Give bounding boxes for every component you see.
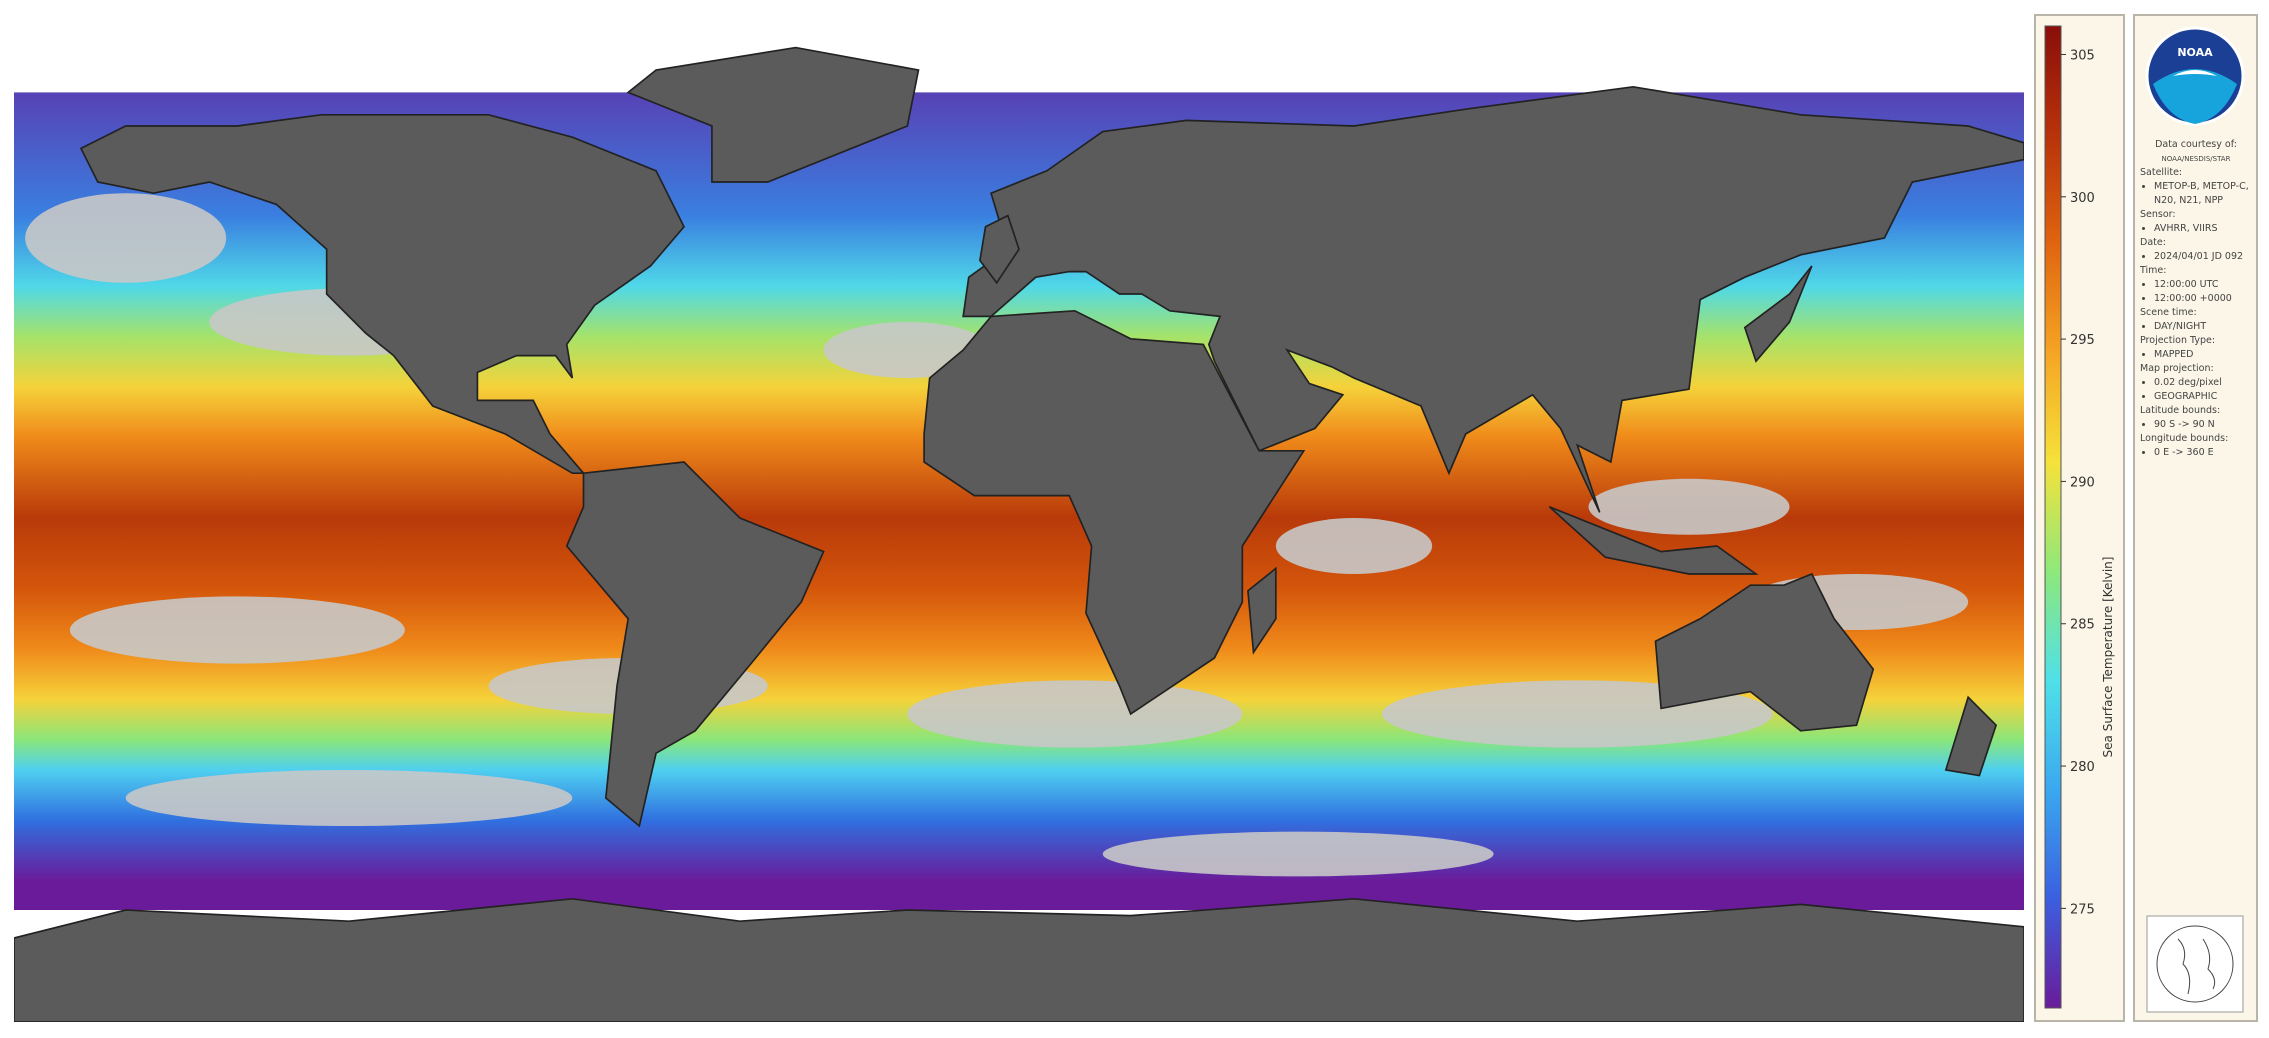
- colorbar-scale: [2044, 25, 2062, 1009]
- info-text: Data courtesy of: NOAA/NESDIS/STAR Satelli…: [2140, 138, 2252, 460]
- field-item: AVHRR, VIIRS: [2154, 222, 2252, 236]
- field-item: 0 E -> 360 E: [2154, 446, 2252, 460]
- field-items: 0 E -> 360 E: [2140, 446, 2252, 460]
- field-label: Scene time:: [2140, 307, 2197, 318]
- logo-area: NOAA: [2145, 26, 2245, 1013]
- field-items: 2024/04/01 JD 092: [2140, 250, 2252, 264]
- colorbar-tick-label: 275: [2070, 902, 2095, 917]
- field-items: 12:00:00 UTC12:00:00 +0000: [2140, 278, 2252, 306]
- field-label: Longitude bounds:: [2140, 433, 2229, 444]
- field-items: AVHRR, VIIRS: [2140, 222, 2252, 236]
- field-label: Latitude bounds:: [2140, 405, 2221, 416]
- field-label: Projection Type:: [2140, 335, 2216, 346]
- field-label: Date:: [2140, 237, 2166, 248]
- globe-icon-frame: [2146, 915, 2244, 1013]
- field-item: MAPPED: [2154, 348, 2252, 362]
- field-item: 12:00:00 UTC: [2154, 278, 2252, 292]
- colorbar: Sea Surface Temperature [Kelvin] 275 280 2…: [2044, 25, 2115, 1009]
- field-item: DAY/NIGHT: [2154, 320, 2252, 334]
- sst-map: [14, 14, 2024, 1022]
- field-item: 0.02 deg/pixel: [2154, 376, 2252, 390]
- field-item: 2024/04/01 JD 092: [2154, 250, 2252, 264]
- field-label: Satellite:: [2140, 167, 2183, 178]
- colorbar-tick-label: 305: [2070, 48, 2095, 63]
- field-items: 0.02 deg/pixelGEOGRAPHIC: [2140, 376, 2252, 404]
- field-item: 90 S -> 90 N: [2154, 418, 2252, 432]
- field-label: Sensor:: [2140, 209, 2176, 220]
- field-items: MAPPED: [2140, 348, 2252, 362]
- colorbar-tick-label: 300: [2070, 191, 2095, 206]
- field-label: Map projection:: [2140, 363, 2214, 374]
- colorbar-tick-label: 285: [2070, 618, 2095, 633]
- logo-text: NOAA: [2177, 46, 2213, 59]
- field-item: METOP-B, METOP-C, N20, N21, NPP: [2154, 180, 2252, 208]
- logo-gull: [2173, 70, 2217, 76]
- logo-wave: [2153, 69, 2237, 124]
- colorbar-label: Sea Surface Temperature [Kelvin]: [2101, 557, 2115, 758]
- info-panel: [2133, 14, 2258, 1022]
- field-items: 90 S -> 90 N: [2140, 418, 2252, 432]
- colorbar-tick-label: 280: [2070, 760, 2095, 775]
- colorbar-tick-label: 290: [2070, 475, 2095, 490]
- field-item: GEOGRAPHIC: [2154, 390, 2252, 404]
- globe-icon: [2156, 925, 2234, 1003]
- courtesy-label: Data courtesy of:: [2155, 139, 2237, 150]
- courtesy: NOAA/NESDIS/STAR: [2161, 155, 2231, 163]
- globe-land: [2177, 938, 2216, 995]
- field-item: 12:00:00 +0000: [2154, 292, 2252, 306]
- no-data: [14, 14, 2024, 93]
- field-items: DAY/NIGHT: [2140, 320, 2252, 334]
- colorbar-tick-label: 295: [2070, 333, 2095, 348]
- field-label: Time:: [2140, 265, 2167, 276]
- field-items: METOP-B, METOP-C, N20, N21, NPP: [2140, 180, 2252, 208]
- land: [14, 46, 2024, 1022]
